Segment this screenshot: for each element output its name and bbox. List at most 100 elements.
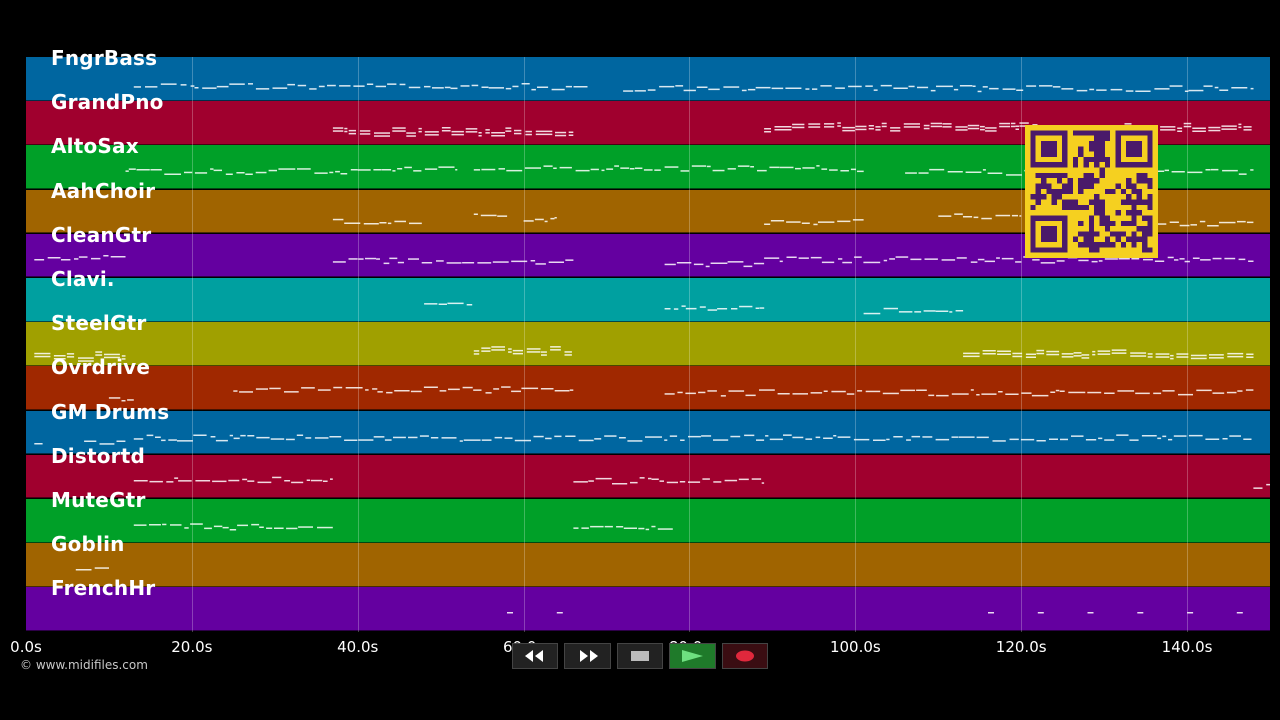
note bbox=[1266, 483, 1270, 486]
note bbox=[1176, 356, 1189, 358]
note bbox=[770, 219, 785, 222]
rewind-button[interactable] bbox=[512, 643, 559, 669]
note bbox=[741, 89, 747, 92]
note bbox=[808, 123, 821, 125]
note bbox=[505, 87, 512, 90]
note bbox=[837, 122, 841, 124]
note bbox=[922, 435, 933, 438]
note bbox=[873, 89, 878, 91]
track-lane bbox=[26, 57, 1270, 101]
note bbox=[963, 215, 973, 218]
note bbox=[903, 126, 920, 128]
track-notes bbox=[332, 212, 1254, 227]
fast-forward-button[interactable] bbox=[564, 643, 611, 669]
note bbox=[257, 481, 272, 483]
note bbox=[648, 477, 652, 480]
note bbox=[555, 131, 567, 134]
note bbox=[184, 172, 193, 174]
note bbox=[1081, 354, 1090, 356]
note bbox=[298, 526, 313, 528]
note bbox=[392, 170, 396, 172]
note bbox=[441, 436, 457, 439]
note bbox=[980, 126, 985, 128]
note bbox=[786, 220, 801, 223]
note bbox=[857, 390, 863, 392]
note bbox=[531, 88, 536, 91]
note bbox=[777, 393, 790, 395]
note bbox=[941, 258, 956, 261]
note bbox=[133, 86, 141, 88]
note bbox=[155, 436, 161, 438]
note bbox=[350, 169, 358, 171]
note bbox=[820, 85, 832, 87]
track-lane bbox=[26, 278, 1270, 322]
note bbox=[1190, 357, 1207, 360]
note bbox=[194, 87, 199, 89]
note bbox=[973, 216, 979, 218]
note bbox=[815, 436, 821, 438]
note bbox=[855, 128, 867, 131]
note bbox=[1162, 435, 1167, 437]
note bbox=[676, 261, 692, 264]
note bbox=[1015, 260, 1022, 263]
note bbox=[404, 167, 412, 169]
note bbox=[1154, 222, 1167, 225]
record-button[interactable] bbox=[721, 643, 769, 669]
note bbox=[125, 170, 129, 173]
play-button[interactable] bbox=[669, 643, 716, 669]
note bbox=[755, 307, 760, 309]
note bbox=[606, 168, 614, 171]
note bbox=[792, 123, 805, 126]
note bbox=[1025, 353, 1036, 356]
note bbox=[348, 130, 356, 132]
note bbox=[460, 85, 470, 87]
note bbox=[970, 389, 974, 392]
note bbox=[332, 260, 346, 263]
note bbox=[459, 439, 463, 442]
note bbox=[612, 482, 628, 485]
note bbox=[1019, 125, 1029, 127]
note bbox=[905, 172, 917, 175]
note bbox=[936, 85, 953, 88]
note bbox=[540, 388, 554, 390]
time-gridline bbox=[357, 57, 359, 632]
note bbox=[914, 311, 922, 313]
time-gridline bbox=[689, 57, 691, 632]
note bbox=[573, 86, 588, 88]
note bbox=[245, 173, 253, 176]
note bbox=[801, 222, 810, 224]
qr-code-image bbox=[1025, 125, 1158, 258]
note bbox=[239, 391, 253, 394]
note bbox=[623, 527, 637, 529]
note bbox=[1087, 392, 1102, 394]
note bbox=[1129, 438, 1139, 441]
note bbox=[508, 351, 512, 353]
note bbox=[477, 261, 492, 264]
note bbox=[406, 135, 416, 137]
note bbox=[1111, 349, 1127, 352]
note bbox=[329, 172, 334, 174]
note bbox=[645, 528, 650, 531]
note bbox=[664, 308, 671, 310]
note bbox=[1190, 223, 1197, 226]
note bbox=[216, 85, 229, 88]
note bbox=[525, 130, 532, 133]
note bbox=[1237, 390, 1243, 393]
note bbox=[810, 392, 823, 394]
note bbox=[541, 354, 547, 356]
note bbox=[727, 168, 736, 170]
note bbox=[511, 390, 521, 393]
note bbox=[110, 255, 126, 258]
stop-button[interactable] bbox=[616, 643, 664, 669]
note bbox=[1118, 257, 1130, 260]
note bbox=[895, 256, 909, 258]
note bbox=[544, 220, 548, 222]
note bbox=[1091, 260, 1098, 263]
note bbox=[1036, 349, 1045, 352]
note bbox=[680, 439, 685, 441]
note bbox=[309, 88, 317, 90]
note bbox=[764, 128, 771, 130]
note bbox=[314, 436, 329, 439]
note bbox=[1205, 169, 1211, 171]
note bbox=[882, 393, 899, 395]
